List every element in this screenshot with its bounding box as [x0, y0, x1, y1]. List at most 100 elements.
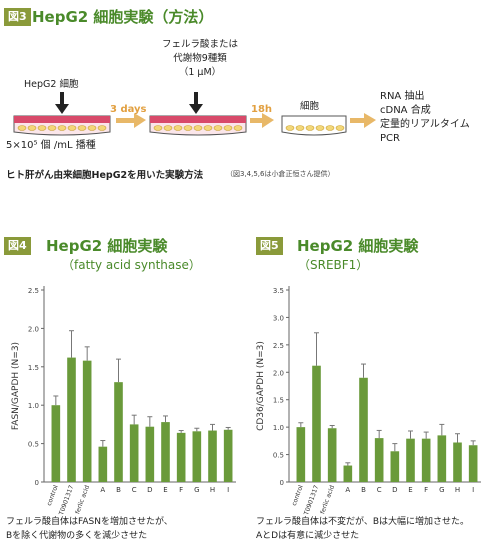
arrow1-label: 3 days — [110, 104, 147, 115]
x-tick-label: I — [227, 486, 229, 494]
bar-b — [359, 377, 368, 482]
bar-g — [192, 431, 202, 482]
step2-line-1: フェルラ酸または — [161, 39, 238, 50]
down-arrow-2-icon — [189, 92, 203, 114]
bar-control — [296, 427, 306, 482]
culture-dish-1-icon — [13, 115, 111, 136]
x-tick-label: T0901317 — [58, 484, 76, 515]
bar-e — [406, 438, 415, 482]
result-line-1: RNA 抽出 — [380, 91, 425, 102]
cd36-bar-chart: 0 0.5 1.0 1.5 2.0 2.5 3.0 3.5 CD36/GAPDH (N=3) co… — [256, 286, 481, 515]
x-tick-label: B — [361, 486, 366, 494]
y-tick-label: 1.0 — [28, 402, 39, 410]
x-tick-label: E — [408, 486, 412, 494]
bar-t0901317 — [312, 365, 321, 482]
bar-h — [453, 442, 462, 482]
right-arrow-3-icon — [350, 113, 376, 128]
x-tick-label: D — [392, 486, 397, 494]
bar-f — [421, 438, 431, 482]
y-tick-label: 1.5 — [273, 397, 284, 405]
x-tick-label: H — [455, 486, 460, 494]
bar-control — [51, 405, 61, 482]
x-tick-label: ferlic acid — [74, 484, 91, 515]
fig3-badge: 図3 — [4, 8, 31, 26]
y-tick-label: 3.5 — [273, 287, 284, 295]
step1-label: HepG2 細胞 — [24, 79, 79, 90]
method-diagram — [13, 92, 376, 136]
fig3-credit: （図3,4,5,6は小倉正恒さん提供） — [226, 170, 335, 178]
culture-dish-2-icon — [149, 115, 247, 136]
result-block: RNA 抽出 cDNA 合成 定量的リアルタイム PCR — [380, 90, 470, 146]
fig5-badge: 図5 — [256, 237, 283, 255]
fig5-subtitle: （SREBF1） — [298, 258, 369, 272]
bar-i — [468, 445, 478, 482]
seeding-label: 5×10⁵ 個 /mL 播種 — [6, 140, 96, 151]
x-tick-label: control — [291, 484, 305, 507]
step2-line-2: 代謝物9種類 — [173, 53, 227, 64]
x-tick-label: C — [132, 486, 137, 494]
x-tick-label: G — [439, 486, 444, 494]
bar-h — [208, 430, 217, 482]
y-tick-label: 1.5 — [28, 364, 39, 372]
bar-ferlic-acid — [327, 428, 337, 482]
fig5-caption-line-1: フェルラ酸自体は不変だが、Bは大幅に増加させた。 — [256, 517, 469, 527]
down-arrow-1-icon — [55, 92, 69, 114]
bar-b — [114, 382, 123, 482]
fig5-title: HepG2 細胞実験 — [297, 237, 419, 255]
result-line-3: 定量的リアルタイム — [380, 119, 470, 130]
bar-ferlic-acid — [82, 360, 92, 482]
fig5-caption-line-2: AとDは有意に減少させた — [256, 531, 360, 541]
step2-line-3: （1 μM） — [178, 67, 222, 78]
y-tick-label: 1.0 — [273, 424, 284, 432]
fig4-caption-line-1: フェルラ酸自体はFASNを増加させたが、 — [6, 517, 173, 527]
x-tick-label: B — [116, 486, 121, 494]
y-tick-label: 0.5 — [273, 452, 284, 460]
x-tick-label: F — [424, 486, 428, 494]
y-tick-label: 2.0 — [28, 325, 39, 333]
fig4-caption-line-2: Bを除く代謝物の多くを減少させた — [6, 531, 148, 541]
x-tick-label: A — [345, 486, 350, 494]
x-tick-label: ferlic acid — [319, 484, 336, 515]
fig4-badge: 図4 — [4, 237, 31, 255]
x-tick-label: T0901317 — [303, 484, 321, 515]
bar-c — [129, 424, 139, 482]
culture-dish-3-icon — [281, 115, 347, 136]
bar-c — [374, 438, 384, 482]
y-tick-label: 0 — [35, 479, 39, 487]
fig4-title: HepG2 細胞実験 — [46, 237, 168, 255]
bar-t0901317 — [67, 357, 76, 482]
fig3-caption: ヒト肝がん由来細胞HepG2を用いた実験方法 — [6, 170, 204, 181]
arrow2-label: 18h — [251, 104, 273, 115]
right-arrow-1-icon — [116, 113, 146, 128]
fig5-caption: フェルラ酸自体は不変だが、Bは大幅に増加させた。 AとDは有意に減少させた — [256, 515, 469, 543]
bar-a — [343, 465, 353, 482]
x-tick-label: G — [194, 486, 199, 494]
bar-a — [98, 446, 108, 482]
y-tick-label: 3.0 — [273, 314, 284, 322]
fig4-subtitle: （fatty acid synthase） — [62, 258, 201, 272]
bar-d — [390, 451, 400, 482]
y-tick-label: 2.5 — [28, 287, 39, 295]
right-arrow-2-icon — [250, 113, 274, 128]
bar-i — [223, 429, 233, 482]
fasn-bar-chart: 0 0.5 1.0 1.5 2.0 2.5 FASN/GAPDH (N=3) controlT… — [11, 286, 236, 515]
x-tick-label: F — [179, 486, 183, 494]
x-tick-label: control — [46, 484, 60, 507]
bar-f — [176, 432, 186, 482]
x-tick-label: C — [377, 486, 382, 494]
x-tick-label: H — [210, 486, 215, 494]
x-tick-label: I — [472, 486, 474, 494]
y-axis-label: CD36/GAPDH (N=3) — [256, 341, 266, 431]
step2-block: フェルラ酸または 代謝物9種類 （1 μM） — [150, 38, 250, 80]
y-axis-label: FASN/GAPDH (N=3) — [11, 342, 21, 430]
result-line-2: cDNA 合成 — [380, 105, 431, 116]
x-tick-label: E — [163, 486, 167, 494]
bar-d — [145, 426, 155, 482]
y-tick-label: 2.0 — [273, 369, 284, 377]
x-tick-label: A — [100, 486, 105, 494]
fig4-caption: フェルラ酸自体はFASNを増加させたが、 Bを除く代謝物の多くを減少させた — [6, 515, 173, 543]
bar-g — [437, 435, 447, 482]
bar-e — [161, 422, 170, 482]
y-tick-label: 2.5 — [273, 342, 284, 350]
step3-label: 細胞 — [300, 101, 320, 112]
